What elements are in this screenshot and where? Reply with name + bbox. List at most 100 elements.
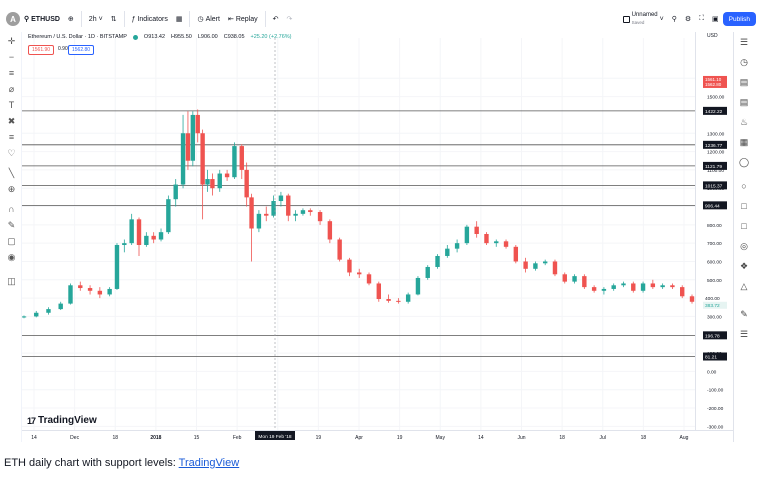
ideas-lightbulb-icon[interactable]: ◯ — [738, 157, 750, 167]
y-tick-label: 1200.00 — [707, 150, 725, 156]
compare-button[interactable]: ⊕ — [64, 9, 78, 29]
last-price-tag-label: 400.00 — [705, 296, 720, 302]
alarm-clock-icon[interactable]: ◷ — [740, 57, 748, 67]
candle-body — [58, 303, 63, 310]
divider — [264, 11, 266, 27]
quick-search-button[interactable]: ⚲ — [668, 9, 681, 29]
trend-line-icon[interactable]: − — [8, 52, 15, 62]
support-price-tag — [703, 181, 727, 190]
streams-icon[interactable]: □ — [741, 221, 747, 231]
chats-icon[interactable]: □ — [741, 201, 747, 211]
eye-icon[interactable]: ◉ — [7, 252, 16, 262]
indicators-button[interactable]: ƒ Indicators — [128, 9, 172, 29]
chart-type-button[interactable]: ⇅ — [107, 9, 121, 29]
caption-link[interactable]: TradingView — [178, 457, 240, 469]
fire-icon[interactable]: ♨ — [739, 117, 749, 127]
price-chart[interactable]: 14Dec18201815FebMar19Apr19May14Jun18Jul1… — [22, 32, 733, 442]
publish-button[interactable]: Publish — [722, 12, 756, 26]
legend-close: C938.05 — [223, 34, 245, 40]
candle-body — [484, 234, 489, 244]
fullscreen-button[interactable]: ⛶ — [695, 9, 708, 29]
trash-icon[interactable]: ◫ — [7, 276, 16, 286]
indicators-label: Indicators — [137, 15, 168, 23]
layout-status: Saved — [631, 20, 645, 25]
undo-button[interactable]: ↶ — [269, 9, 283, 29]
candle-body — [166, 199, 171, 233]
y-tick-label: 700.00 — [707, 241, 722, 247]
support-price-label: 906.44 — [705, 203, 720, 209]
tradingview-mark-icon: 17 — [27, 415, 36, 426]
candle-body — [195, 114, 200, 134]
candle-body — [689, 296, 695, 302]
alert-button[interactable]: ◷ Alert — [193, 9, 224, 29]
candle-body — [151, 235, 156, 240]
redo-button[interactable]: ↷ — [283, 9, 297, 29]
replay-button[interactable]: ⇤ Replay — [224, 9, 262, 29]
broadcast-icon[interactable]: ❖ — [739, 261, 749, 271]
indicators-icon: ƒ — [131, 15, 136, 23]
calendar-icon[interactable]: ▦ — [739, 137, 749, 147]
interval-button[interactable]: 2h ˅ — [85, 9, 107, 29]
y-tick-label: -300.00 — [707, 424, 724, 430]
brush-icon[interactable]: ⌀ — [8, 84, 15, 94]
layers-icon[interactable]: ☰ — [739, 329, 749, 339]
hotlist-icon[interactable]: ▤ — [739, 97, 749, 107]
candle-body — [611, 285, 616, 289]
candle-body — [670, 285, 675, 288]
ruler-icon[interactable]: ╲ — [8, 168, 15, 178]
candle-body — [494, 241, 499, 244]
x-tick-label: 19 — [397, 435, 403, 441]
watchlist-icon[interactable]: ☰ — [739, 37, 749, 47]
support-price-label: 196.78 — [705, 333, 720, 339]
layout-name-block: Unnamed Saved — [632, 12, 658, 26]
last-price-tag-bg — [703, 294, 727, 302]
support-price-label: 1015.37 — [705, 183, 723, 189]
settings-button[interactable]: ⚙ — [681, 9, 695, 29]
data-window-icon[interactable]: ▤ — [739, 77, 749, 87]
zoom-in-icon[interactable]: ⊕ — [7, 184, 16, 194]
layout-menu[interactable]: Unnamed Saved ˅ — [619, 9, 668, 29]
candle-body — [337, 239, 342, 260]
crosshair-icon[interactable]: ✛ — [7, 36, 16, 46]
x-tick-label: Aug — [680, 435, 689, 441]
lock-icon[interactable]: ▢ — [7, 236, 16, 246]
legend-title: Ethereum / U.S. Dollar · 1D · BITSTAMP — [28, 34, 127, 40]
candle-body — [650, 283, 656, 288]
legend-change: +25.20 (+2.76%) — [250, 34, 292, 40]
candle-body — [474, 226, 479, 234]
stay-drawing-icon[interactable]: ✎ — [7, 220, 16, 230]
snapshot-button[interactable]: ▣ — [708, 9, 723, 29]
support-price-label: 1121.79 — [705, 164, 722, 170]
pencil-icon[interactable]: ✎ — [740, 309, 748, 319]
x-tick-label: 19 — [316, 435, 322, 441]
layout-square-icon — [622, 15, 630, 23]
current-price-label: 1562.80 — [705, 82, 722, 87]
x-tick-label: Jun — [517, 435, 525, 441]
support-price-label: 1236.77 — [705, 143, 723, 149]
tradingview-logo[interactable]: 17 TradingView — [27, 415, 97, 426]
alarm-clock-icon: ◷ — [197, 16, 204, 23]
user-avatar[interactable]: A — [6, 12, 20, 26]
favorites-heart-icon[interactable]: ♡ — [7, 148, 16, 158]
templates-button[interactable]: ▦ — [172, 9, 187, 29]
projection-icon[interactable]: ≡ — [8, 132, 15, 142]
buy-price-box[interactable]: 1562.80 — [68, 45, 95, 55]
text-icon[interactable]: T — [8, 100, 15, 110]
chat-bubble-icon[interactable]: ○ — [741, 181, 747, 191]
x-tick-label: Dec — [70, 435, 79, 441]
candle-body — [454, 243, 460, 249]
support-icon[interactable]: ◎ — [740, 241, 748, 251]
x-tick-label: 14 — [31, 435, 37, 441]
y-tick-label: 1100.00 — [707, 168, 724, 174]
fib-retracement-icon[interactable]: ≡ — [8, 68, 15, 78]
symbol-search[interactable]: ⚲ ETHUSD — [20, 15, 64, 24]
chart-pane[interactable]: 14Dec18201815FebMar19Apr19May14Jun18Jul1… — [22, 32, 733, 442]
magnet-icon[interactable]: ∩ — [8, 204, 15, 214]
candle-body — [114, 244, 120, 289]
bell-icon[interactable]: △ — [740, 281, 748, 291]
candle-body — [185, 133, 191, 161]
candle-body — [562, 274, 567, 282]
sell-price-box[interactable]: 1561.90 — [28, 45, 55, 55]
x-tick-label: 18 — [641, 435, 647, 441]
pattern-icon[interactable]: ✖ — [7, 116, 16, 126]
